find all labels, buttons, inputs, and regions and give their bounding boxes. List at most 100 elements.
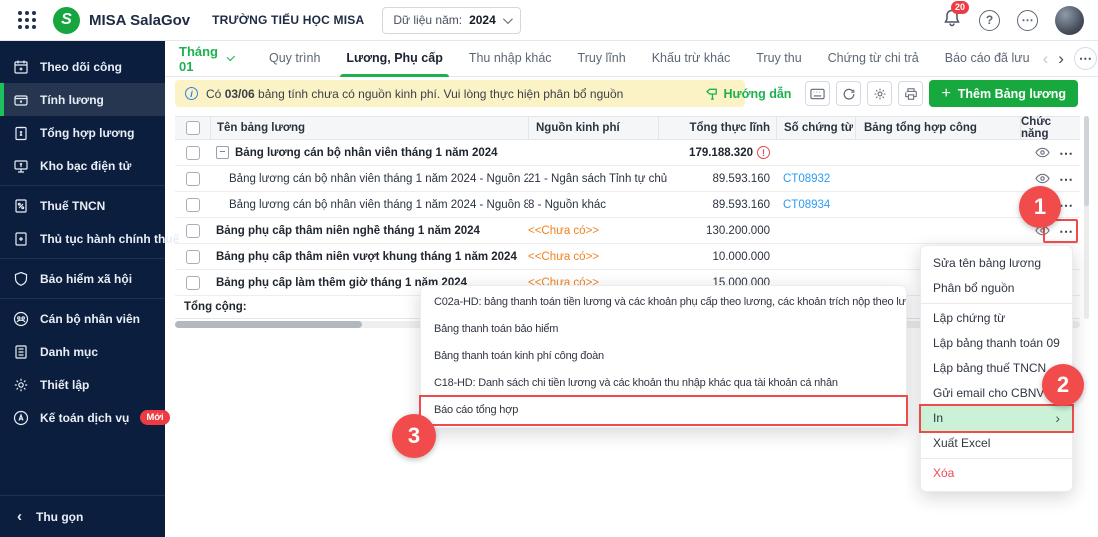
wallet-icon (14, 94, 28, 106)
menu-item-lap-chung-tu[interactable]: Lập chứng từ (933, 311, 1006, 325)
funding-source: <<Chưa có>> (528, 250, 599, 263)
row-checkbox[interactable] (185, 197, 200, 212)
warning-banner: i Có 03/06 bảng tính chưa có nguồn kinh … (175, 80, 745, 107)
menu-item-gui-email[interactable]: Gửi email cho CBNV (933, 386, 1045, 400)
menu-item-xoa[interactable]: Xóa (933, 466, 955, 480)
tab-truy-thu[interactable]: Truy thu (756, 50, 802, 65)
menu-item-in[interactable]: In › (919, 404, 1074, 433)
tab-quy-trinh[interactable]: Quy trình (269, 50, 321, 65)
sidebar-item-kho-bac-dien-tu[interactable]: Kho bạc điện tử (0, 149, 165, 182)
help-button[interactable]: ? (979, 9, 1000, 31)
sidebar-divider (0, 185, 165, 186)
sidebar-item-danh-muc[interactable]: Danh mục (0, 335, 165, 368)
submenu-item-bao-cao-tong-hop[interactable]: Báo cáo tổng hợp (419, 395, 908, 426)
row-checkbox[interactable] (185, 249, 200, 264)
row-checkbox[interactable] (185, 145, 200, 160)
sidebar-item-thu-tuc-hanh-chinh-thue[interactable]: Thủ tục hành chính thuế (0, 222, 179, 255)
tab-thu-nhap-khac[interactable]: Thu nhập khác (468, 50, 552, 65)
row-more-button[interactable]: ⋯ (1059, 144, 1074, 161)
table-row[interactable]: Bảng lương cán bộ nhân viên tháng 1 năm … (175, 192, 1080, 218)
sidebar-item-can-bo-nhan-vien[interactable]: Cán bộ nhân viên (0, 302, 165, 335)
doc-number-link[interactable]: CT08932 (783, 172, 831, 185)
tab-bao-cao-da-luu[interactable]: Báo cáo đã lưu (944, 50, 1030, 65)
sidebar-item-tinh-luong[interactable]: Tính lương (0, 83, 165, 116)
menu-item-phan-bo-nguon[interactable]: Phân bổ nguồn (933, 281, 1015, 295)
tabs-scroll-left-button[interactable]: ‹ (1042, 49, 1049, 68)
tabs-scroll-right-button[interactable]: › (1058, 49, 1064, 68)
guide-link[interactable]: Hướng dẫn (704, 86, 791, 101)
info-icon: i (185, 87, 198, 100)
sidebar-item-label: Thiết lập (40, 377, 90, 392)
refresh-button[interactable] (836, 81, 862, 106)
user-avatar[interactable] (1055, 5, 1084, 35)
app-grid-icon[interactable] (18, 10, 37, 30)
tabs-more-button[interactable]: ⋯ (1073, 47, 1097, 70)
sidebar-item-thue-tncn[interactable]: Thuế TNCN (0, 189, 165, 222)
collapse-label: Thu gọn (36, 509, 84, 524)
month-selector[interactable]: Tháng 01 (179, 44, 236, 74)
menu-divider (921, 303, 1072, 304)
clipboard-icon (15, 126, 27, 140)
keyboard-shortcuts-button[interactable] (805, 81, 831, 106)
organization-name: TRƯỜNG TIỂU HỌC MISA (212, 13, 365, 27)
sidebar-item-thiet-lap[interactable]: Thiết lập (0, 368, 165, 401)
table-row[interactable]: Bảng lương cán bộ nhân viên tháng 1 năm … (175, 166, 1080, 192)
calendar-icon (14, 60, 28, 74)
table-header: Tên bảng lương Nguồn kinh phí Tổng thực … (175, 116, 1080, 140)
chevron-left-icon: ‹ (17, 508, 22, 525)
topbar: S MISA SalaGov TRƯỜNG TIỂU HỌC MISA Dữ l… (0, 0, 1098, 41)
column-header-source: Nguồn kinh phí (528, 117, 658, 139)
notifications-button[interactable]: 20 (942, 0, 970, 33)
row-more-button[interactable]: ⋯ (1059, 170, 1074, 187)
more-options-button[interactable]: ⋯ (1017, 9, 1038, 31)
table-row[interactable]: Bảng phụ cấp thâm niên vượt khung tháng … (175, 244, 1080, 270)
year-select[interactable]: Dữ liệu năm: 2024 (382, 6, 521, 34)
tab-chung-tu-chi-tra[interactable]: Chứng từ chi trả (827, 50, 919, 65)
print-button[interactable] (898, 81, 924, 106)
sidebar-item-theo-doi-cong[interactable]: Theo dõi công (0, 50, 165, 83)
scrollbar-thumb[interactable] (175, 321, 362, 328)
warning-icon: ! (757, 146, 770, 159)
vertical-scrollbar[interactable] (1084, 116, 1089, 319)
tab-khau-tru-khac[interactable]: Khấu trừ khác (651, 50, 731, 65)
select-all-checkbox[interactable] (185, 121, 200, 135)
row-more-button[interactable]: ⋯ (1059, 196, 1074, 213)
view-icon[interactable] (1035, 147, 1050, 158)
submenu-item-c02a[interactable]: C02a-HD: bảng thanh toán tiền lương và c… (434, 296, 906, 308)
table-row[interactable]: − Bảng lương cán bộ nhân viên tháng 1 năm… (175, 140, 1080, 166)
doc-number-link[interactable]: CT08934 (783, 198, 831, 211)
settings-button[interactable] (867, 81, 893, 106)
menu-divider (921, 458, 1072, 459)
scrollbar-thumb[interactable] (1084, 116, 1089, 206)
sidebar-item-ke-toan-dich-vu[interactable]: Kế toán dịch vụ Mới (0, 401, 170, 434)
submenu-item-bao-hiem[interactable]: Bảng thanh toán bảo hiểm (434, 323, 559, 335)
menu-item-xuat-excel[interactable]: Xuất Excel (933, 436, 991, 450)
service-accounting-icon (13, 410, 29, 425)
view-icon[interactable] (1035, 173, 1050, 184)
row-checkbox[interactable] (185, 223, 200, 238)
sidebar-item-label: Thủ tục hành chính thuế (40, 231, 180, 246)
tab-luong-phu-cap[interactable]: Lương, Phụ cấp (333, 41, 455, 77)
tab-truy-linh[interactable]: Truy lĩnh (577, 50, 626, 65)
row-checkbox[interactable] (185, 171, 200, 186)
total-amount: 89.593.160 (712, 172, 770, 185)
new-badge: Mới (140, 410, 170, 425)
add-payroll-button[interactable]: + Thêm Bảng lương (929, 80, 1078, 107)
row-checkbox[interactable] (185, 275, 200, 290)
collapse-icon[interactable]: − (216, 146, 229, 159)
menu-item-sua-ten[interactable]: Sửa tên bảng lương (933, 256, 1042, 270)
sidebar-item-tong-hop-luong[interactable]: Tổng hợp lương (0, 116, 165, 149)
menu-item-lap-bang-thanh-toan-09[interactable]: Lập bảng thanh toán 09 (933, 336, 1060, 350)
menu-item-lap-bang-thue-tncn[interactable]: Lập bảng thuế TNCN (933, 361, 1047, 375)
table-row[interactable]: Bảng phụ cấp thâm niên nghề tháng 1 năm … (175, 218, 1080, 244)
keyboard-icon (810, 88, 826, 99)
submenu-item-c18[interactable]: C18-HD: Danh sách chi tiền lương và các … (434, 377, 838, 389)
submenu-item-kinh-phi-cong-doan[interactable]: Bảng thanh toán kinh phí công đoàn (434, 350, 604, 362)
row-more-button[interactable]: ⋯ (1059, 222, 1074, 239)
sidebar-item-bao-hiem-xa-hoi[interactable]: Bảo hiểm xã hội (0, 262, 165, 295)
sidebar-item-label: Thuế TNCN (40, 198, 106, 213)
plus-icon: + (941, 84, 951, 102)
sidebar-collapse-button[interactable]: ‹ Thu gọn (0, 495, 165, 537)
sidebar-item-label: Tính lương (40, 92, 104, 107)
payroll-name: Bảng phụ cấp làm thêm giờ tháng 1 năm 20… (216, 276, 468, 289)
